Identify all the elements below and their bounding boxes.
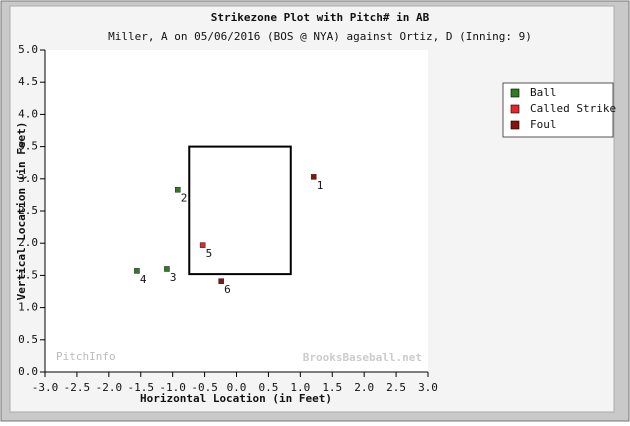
pitch-point (134, 268, 140, 274)
chart-subtitle: Miller, A on 05/06/2016 (BOS @ NYA) agai… (108, 30, 532, 43)
pitch-label: 5 (206, 247, 213, 260)
x-tick-label: 0.0 (227, 381, 247, 394)
watermark: BrooksBaseball.net (303, 351, 422, 364)
pitch-label: 2 (181, 192, 188, 205)
x-tick-label: 0.5 (258, 381, 278, 394)
y-tick-label: 3.5 (18, 140, 38, 153)
y-tick-label: 3.0 (18, 172, 38, 185)
x-tick-label: 3.0 (418, 381, 438, 394)
legend-swatch (510, 120, 520, 130)
legend-label: Called Strike (530, 102, 616, 115)
strike-zone (188, 145, 292, 276)
y-axis-title: Vertical Location (in Feet) (15, 122, 28, 301)
x-tick-label: -3.0 (32, 381, 59, 394)
x-tick-label: 1.0 (290, 381, 310, 394)
pitch-label: 4 (140, 273, 147, 286)
pitch-point (310, 174, 317, 180)
legend-swatch (510, 104, 520, 114)
legend-label: Foul (530, 118, 557, 131)
x-axis-title: Horizontal Location (in Feet) (140, 392, 332, 405)
y-tick-label: 5.0 (18, 43, 38, 56)
x-tick-label: -1.5 (128, 381, 155, 394)
y-tick-label: 1.0 (18, 301, 38, 314)
pitch-point (218, 278, 224, 284)
y-tick-label: 0.5 (18, 333, 38, 346)
x-tick-label: 2.5 (386, 381, 406, 394)
pitch-point (174, 186, 181, 193)
x-tick-label: 2.0 (354, 381, 374, 394)
pitch-label: 6 (224, 283, 231, 296)
pitch-point (199, 242, 206, 248)
legend-swatch (510, 88, 520, 98)
chart-title: Strikezone Plot with Pitch# in AB (211, 11, 430, 24)
x-tick-label: -2.5 (64, 381, 91, 394)
y-tick-label: 2.0 (18, 236, 38, 249)
x-tick-label: -2.0 (96, 381, 123, 394)
pitch-label: 1 (317, 179, 324, 192)
y-tick-label: 0.0 (18, 365, 38, 378)
watermark: PitchInfo (56, 350, 116, 363)
y-tick-label: 4.0 (18, 107, 38, 120)
pitch-label: 3 (170, 271, 177, 284)
pitch-point (164, 266, 170, 272)
x-tick-label: -0.5 (191, 381, 218, 394)
legend-label: Ball (530, 86, 557, 99)
y-tick-label: 4.5 (18, 75, 38, 88)
x-tick-label: 1.5 (322, 381, 342, 394)
y-tick-label: 2.5 (18, 204, 38, 217)
y-tick-label: 1.5 (18, 268, 38, 281)
legend (502, 82, 614, 138)
plot-area (45, 50, 428, 372)
x-tick-label: -1.0 (159, 381, 186, 394)
